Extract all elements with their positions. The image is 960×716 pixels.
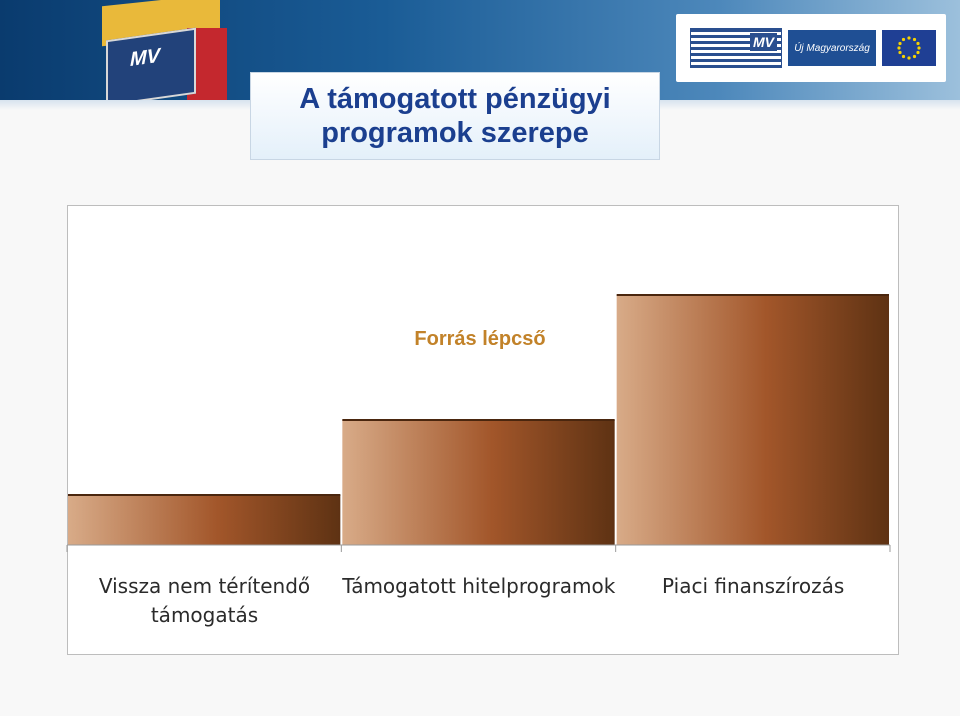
cube-logo-image: MV (92, 0, 232, 100)
x-tick-label-line: Támogatott hitelprogramok (342, 574, 616, 598)
x-tick-label-line: támogatás (150, 603, 259, 627)
bar-0 (68, 495, 341, 545)
x-tick-label-line: Piaci finanszírozás (662, 574, 845, 598)
x-tick-label-2: Piaci finanszírozás (616, 572, 891, 601)
uj-magyarorszag-logo: Új Magyarország (788, 30, 876, 66)
slide-title: A támogatott pénzügyi programok szerepe (299, 83, 611, 149)
eu-flag-icon (882, 30, 936, 66)
chart-title: Forrás lépcső (414, 328, 546, 350)
mvf-logo-text: MV (750, 33, 777, 51)
bar-2 (616, 295, 889, 545)
mvf-logo: MV (690, 28, 782, 68)
x-tick-label-0: Vissza nem térítendő támogatás (67, 572, 342, 630)
bar-1 (342, 420, 615, 545)
slide-title-box: A támogatott pénzügyi programok szerepe (250, 72, 660, 160)
x-tick-label-line: Vissza nem térítendő (98, 574, 311, 598)
sponsor-logos: MV Új Magyarország (676, 14, 946, 82)
x-tick-label-1: Támogatott hitelprogramok (341, 572, 616, 601)
